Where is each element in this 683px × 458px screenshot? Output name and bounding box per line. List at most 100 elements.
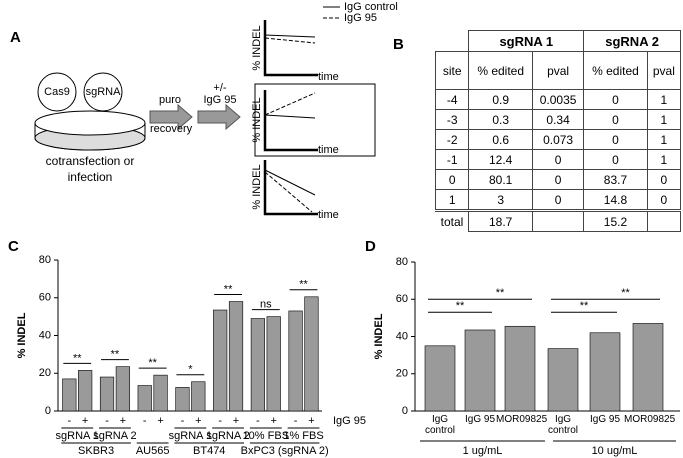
x-tick-label: IgG control (424, 414, 455, 436)
bar (99, 376, 115, 412)
row: 1 3 0 14.8 0 (434, 189, 682, 211)
x-tick-label: + (271, 415, 277, 427)
y-tick-label: 0 (45, 405, 51, 417)
sig-label: ** (580, 300, 589, 312)
mini-plots (263, 20, 318, 216)
column-header: pval (646, 51, 682, 90)
x-tick-label: + (233, 415, 239, 427)
group-label: 10 ug/mL (592, 445, 638, 457)
x-tick-label: MOR09825 (624, 414, 676, 425)
cell: 0.0035 (531, 89, 585, 110)
column-header: % edited (468, 51, 533, 90)
cell: 15.2 (583, 209, 648, 232)
cell: 0 (434, 169, 470, 190)
cell: 0.34 (531, 109, 585, 130)
cell: 0 (583, 89, 648, 110)
cas9: Cas9 (44, 86, 70, 98)
legend-entry: IgG 95 (344, 12, 377, 24)
y-tick-label: 60 (396, 293, 408, 305)
cell: 83.7 (583, 169, 648, 190)
sig-label: ns (260, 299, 272, 311)
bar (78, 370, 93, 412)
caption: infection (68, 170, 113, 184)
y-tick-label: 20 (39, 367, 51, 379)
bar (213, 309, 228, 412)
panel-label: B (393, 36, 404, 53)
mini-y-label: % INDEL (251, 25, 263, 70)
bar (153, 374, 168, 412)
subgroup-label: 10% FBS (243, 430, 289, 442)
panel-label: A (10, 29, 21, 46)
cell: 80.1 (468, 169, 533, 190)
cell: 1 (646, 149, 682, 170)
sig-label: * (188, 364, 193, 376)
y-tick-label: 40 (39, 329, 51, 341)
cell: 1 (434, 189, 470, 211)
cell: 12.4 (468, 149, 533, 170)
bar (424, 345, 456, 412)
bar (266, 316, 281, 412)
bar (137, 385, 152, 412)
x-tick-label: - (143, 415, 147, 427)
bar (589, 332, 621, 412)
x-tick-label: - (181, 415, 185, 427)
cell: 0 (583, 109, 648, 130)
sgrna: sgRNA (86, 86, 122, 98)
arrow (197, 103, 241, 131)
step-label: recovery (150, 123, 193, 135)
bar (175, 387, 190, 412)
sig-label: ** (148, 357, 157, 369)
group-header: sgRNA 2 (583, 30, 681, 52)
total-row: total 18.7 15.2 (435, 209, 682, 232)
cell: -1 (434, 149, 470, 170)
cell: -2 (434, 129, 470, 150)
y-axis-label: % INDEL (16, 312, 28, 358)
mini-x-label: time (318, 209, 339, 221)
panel-label: D (365, 238, 376, 255)
panel-label: C (8, 238, 19, 255)
group-header: sgRNA 1 (468, 30, 585, 52)
step-label: puro (159, 94, 181, 106)
cell (646, 209, 682, 232)
cell: 0 (646, 189, 682, 211)
cell: 0.3 (468, 109, 533, 130)
bar (504, 325, 536, 412)
bar (547, 348, 579, 412)
bar (288, 310, 303, 412)
cell (531, 209, 585, 232)
sig-label: ** (224, 283, 233, 295)
mini-y-label: % INDEL (251, 97, 263, 142)
x-tick-label: - (67, 415, 71, 427)
bar (250, 318, 265, 412)
cell: 18.7 (468, 209, 533, 232)
mini-x-label: time (318, 71, 339, 83)
cell: 0 (646, 169, 682, 190)
group-label: 1 ug/mL (463, 445, 503, 457)
bar (62, 378, 77, 412)
x-tick-label: IgG 95 (464, 414, 496, 425)
dish (34, 72, 146, 151)
x-tick-label: + (157, 415, 163, 427)
subgroup-label: sgRNA 2 (93, 430, 136, 442)
step-label: IgG 95 (203, 94, 236, 106)
x-tick-label: + (82, 415, 88, 427)
subgroup-label: 1% FBS (283, 430, 323, 442)
cell: 0.6 (468, 129, 533, 150)
cell: 0 (583, 129, 648, 150)
bar (191, 381, 206, 412)
sig-label: ** (299, 279, 308, 291)
sig-label: ** (73, 352, 82, 364)
bar (228, 301, 244, 412)
sig-label: ** (621, 287, 630, 299)
subgroup-label: sgRNA 1 (169, 430, 212, 442)
x-tick-label: + (308, 415, 314, 427)
column-header: % edited (583, 51, 648, 90)
group-label: BT474 (193, 445, 225, 457)
cell: total (435, 209, 470, 232)
x-tick-label: - (256, 415, 260, 427)
x-tick-label: MOR09825 (496, 414, 548, 425)
x-tick-label: - (105, 415, 109, 427)
x-axis-label: IgG 95 (333, 415, 366, 427)
